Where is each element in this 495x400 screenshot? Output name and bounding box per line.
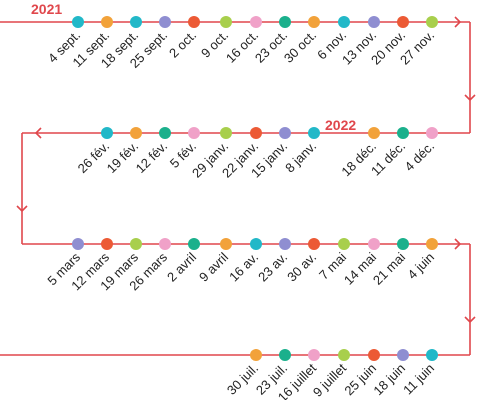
dot-25-sept	[159, 16, 171, 28]
dot-25-juin	[368, 349, 380, 361]
dot-30-oct	[308, 16, 320, 28]
year-label-2021: 2021	[31, 1, 62, 17]
date-label-18-juin: 18 juin	[370, 361, 408, 399]
right-connector-2-arrow	[464, 316, 476, 324]
dot-6-nov	[338, 16, 350, 28]
dot-30-av	[308, 238, 320, 250]
dot-18-d-c	[368, 127, 380, 139]
dot-12-mars	[101, 238, 113, 250]
dot-21-mai	[397, 238, 409, 250]
dot-5-mars	[72, 238, 84, 250]
dot-15-janv	[279, 127, 291, 139]
date-label-9-avril: 9 avril	[196, 249, 231, 284]
dot-12-f-v	[159, 127, 171, 139]
dot-16-oct	[250, 16, 262, 28]
row-3-arrow	[454, 238, 462, 250]
dot-19-mars	[130, 238, 142, 250]
dot-5-f-v	[188, 127, 200, 139]
date-label-23-oct: 23 oct.	[252, 28, 290, 66]
dot-8-janv	[308, 127, 320, 139]
dot-4-sept	[72, 16, 84, 28]
dot-27-nov	[426, 16, 438, 28]
date-label-4-d-c: 4 déc.	[401, 139, 437, 175]
year-label-2022: 2022	[325, 117, 356, 133]
date-label-2-avril: 2 avril	[164, 249, 199, 284]
dot-20-nov	[397, 16, 409, 28]
row-1-arrow	[454, 16, 462, 28]
date-label-30-juil: 30 juil.	[224, 361, 261, 398]
dot-26-mars	[159, 238, 171, 250]
dot-14-mai	[368, 238, 380, 250]
dot-22-janv	[250, 127, 262, 139]
dot-23-juil	[279, 349, 291, 361]
date-label-8-janv: 8 janv.	[282, 139, 319, 176]
date-label-26-f-v: 26 fév.	[75, 139, 113, 177]
date-label-12-f-v: 12 fév.	[133, 139, 171, 177]
dot-18-sept	[130, 16, 142, 28]
right-connector-1-arrow	[464, 94, 476, 102]
dot-7-mai	[338, 238, 350, 250]
dot-16-juillet	[308, 349, 320, 361]
date-label-19-f-v: 19 fév.	[104, 139, 142, 177]
date-label-30-av: 30 av.	[284, 250, 319, 285]
dot-30-juil	[250, 349, 262, 361]
timeline-dots	[72, 16, 438, 361]
dot-2-oct	[188, 16, 200, 28]
date-label-25-juin: 25 juin	[341, 361, 379, 399]
dot-9-avril	[220, 238, 232, 250]
date-label-30-oct: 30 oct.	[281, 28, 319, 66]
connector-lines	[0, 16, 476, 356]
dot-29-janv	[220, 127, 232, 139]
date-labels: 4 sept.11 sept.18 sept.25 sept.2 oct.9 o…	[44, 28, 437, 400]
dot-9-oct	[220, 16, 232, 28]
date-label-11-juin: 11 juin	[400, 361, 437, 398]
dot-26-f-v	[101, 127, 113, 139]
dot-9-juillet	[338, 349, 350, 361]
dot-11-d-c	[397, 127, 409, 139]
date-label-23-av: 23 av.	[255, 250, 290, 285]
dot-2-avril	[188, 238, 200, 250]
dot-13-nov	[368, 16, 380, 28]
left-connector-arrow	[16, 205, 28, 213]
dot-19-f-v	[130, 127, 142, 139]
date-label-9-juillet: 9 juillet	[310, 360, 349, 399]
dot-16-av	[250, 238, 262, 250]
date-label-21-mai: 21 mai	[370, 249, 408, 287]
date-label-16-av: 16 av.	[226, 250, 261, 285]
dot-11-juin	[426, 349, 438, 361]
dot-18-juin	[397, 349, 409, 361]
date-label-2-oct: 2 oct.	[166, 28, 199, 61]
dot-11-sept	[101, 16, 113, 28]
row-2-arrow	[34, 127, 42, 139]
dot-4-d-c	[426, 127, 438, 139]
dot-23-oct	[279, 16, 291, 28]
dot-4-juin	[426, 238, 438, 250]
date-label-16-oct: 16 oct.	[223, 28, 261, 66]
dot-23-av	[279, 238, 291, 250]
date-label-4-juin: 4 juin	[405, 250, 438, 283]
